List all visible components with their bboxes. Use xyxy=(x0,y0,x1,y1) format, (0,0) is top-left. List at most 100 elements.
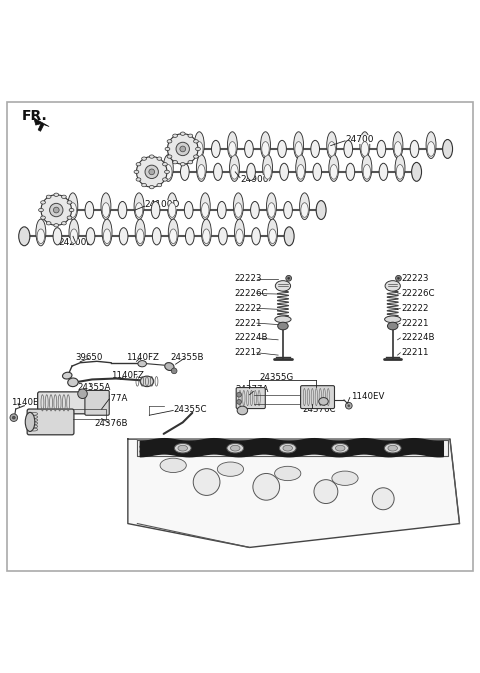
Ellipse shape xyxy=(311,141,320,157)
Ellipse shape xyxy=(102,219,112,246)
Circle shape xyxy=(168,134,198,164)
Text: 24376B: 24376B xyxy=(95,419,128,428)
Circle shape xyxy=(78,389,87,398)
Ellipse shape xyxy=(67,216,72,219)
Ellipse shape xyxy=(330,165,337,179)
Ellipse shape xyxy=(167,193,177,219)
Text: 24377A: 24377A xyxy=(95,394,128,403)
Text: 39650: 39650 xyxy=(75,353,103,362)
Text: 22212: 22212 xyxy=(234,348,262,357)
Ellipse shape xyxy=(295,141,302,156)
Ellipse shape xyxy=(168,219,178,246)
Ellipse shape xyxy=(237,406,248,415)
Ellipse shape xyxy=(247,164,255,180)
Ellipse shape xyxy=(379,164,388,180)
Ellipse shape xyxy=(136,163,141,166)
Ellipse shape xyxy=(37,229,45,244)
Ellipse shape xyxy=(173,160,178,164)
Ellipse shape xyxy=(196,147,200,151)
Text: FR.: FR. xyxy=(22,109,47,123)
Text: 1140EV: 1140EV xyxy=(351,392,384,400)
Ellipse shape xyxy=(36,219,46,246)
Ellipse shape xyxy=(173,134,178,137)
Text: 22226C: 22226C xyxy=(234,289,268,298)
Ellipse shape xyxy=(426,132,436,159)
Circle shape xyxy=(396,275,401,281)
Circle shape xyxy=(253,474,280,500)
Ellipse shape xyxy=(296,155,306,182)
Circle shape xyxy=(193,468,220,495)
Ellipse shape xyxy=(427,141,435,156)
FancyBboxPatch shape xyxy=(85,390,109,415)
Ellipse shape xyxy=(195,141,203,156)
FancyBboxPatch shape xyxy=(37,392,94,414)
Ellipse shape xyxy=(167,155,172,158)
Circle shape xyxy=(346,402,352,409)
Ellipse shape xyxy=(262,141,269,156)
Ellipse shape xyxy=(61,221,66,225)
Ellipse shape xyxy=(19,227,30,246)
Ellipse shape xyxy=(20,227,29,245)
Ellipse shape xyxy=(202,203,209,217)
Circle shape xyxy=(286,275,291,281)
Ellipse shape xyxy=(85,201,94,219)
Ellipse shape xyxy=(235,203,242,217)
Ellipse shape xyxy=(157,157,162,160)
Ellipse shape xyxy=(252,227,260,245)
Circle shape xyxy=(314,480,338,503)
Ellipse shape xyxy=(136,178,141,181)
Circle shape xyxy=(237,400,241,404)
Ellipse shape xyxy=(102,203,109,217)
Ellipse shape xyxy=(284,201,292,219)
Circle shape xyxy=(149,169,155,175)
Ellipse shape xyxy=(185,227,194,245)
Ellipse shape xyxy=(313,164,322,180)
Ellipse shape xyxy=(69,219,79,246)
Text: 24355A: 24355A xyxy=(78,382,111,392)
Ellipse shape xyxy=(285,227,293,245)
Text: 1140FZ: 1140FZ xyxy=(111,371,144,380)
Text: 24355G: 24355G xyxy=(259,373,293,382)
Text: 24200B: 24200B xyxy=(59,238,93,248)
Ellipse shape xyxy=(327,132,336,159)
Ellipse shape xyxy=(385,281,400,291)
Ellipse shape xyxy=(266,193,276,219)
Ellipse shape xyxy=(149,186,154,189)
Ellipse shape xyxy=(268,203,275,217)
Ellipse shape xyxy=(174,444,191,453)
Ellipse shape xyxy=(336,446,345,451)
Ellipse shape xyxy=(261,132,270,159)
Circle shape xyxy=(348,404,350,406)
Ellipse shape xyxy=(41,201,46,204)
Polygon shape xyxy=(137,440,447,456)
Ellipse shape xyxy=(394,141,402,156)
Circle shape xyxy=(136,157,167,187)
Circle shape xyxy=(176,142,190,155)
Ellipse shape xyxy=(62,372,72,379)
Ellipse shape xyxy=(319,398,328,405)
Ellipse shape xyxy=(344,141,353,157)
Ellipse shape xyxy=(395,155,405,182)
Circle shape xyxy=(41,194,72,225)
Ellipse shape xyxy=(69,203,76,217)
Ellipse shape xyxy=(300,193,310,219)
Text: 24900: 24900 xyxy=(240,174,268,184)
Ellipse shape xyxy=(86,227,95,245)
Text: 1140FZ: 1140FZ xyxy=(126,353,159,362)
Ellipse shape xyxy=(388,446,397,451)
Ellipse shape xyxy=(384,316,401,322)
Ellipse shape xyxy=(136,229,144,244)
Ellipse shape xyxy=(203,229,210,244)
Polygon shape xyxy=(128,439,459,547)
Ellipse shape xyxy=(165,170,169,174)
Ellipse shape xyxy=(165,147,170,151)
Ellipse shape xyxy=(165,165,172,179)
Ellipse shape xyxy=(412,164,421,180)
Circle shape xyxy=(180,146,186,152)
Ellipse shape xyxy=(332,444,348,453)
Ellipse shape xyxy=(384,444,401,453)
Ellipse shape xyxy=(41,216,46,219)
Circle shape xyxy=(288,277,289,279)
Ellipse shape xyxy=(275,466,301,481)
Ellipse shape xyxy=(235,219,244,246)
